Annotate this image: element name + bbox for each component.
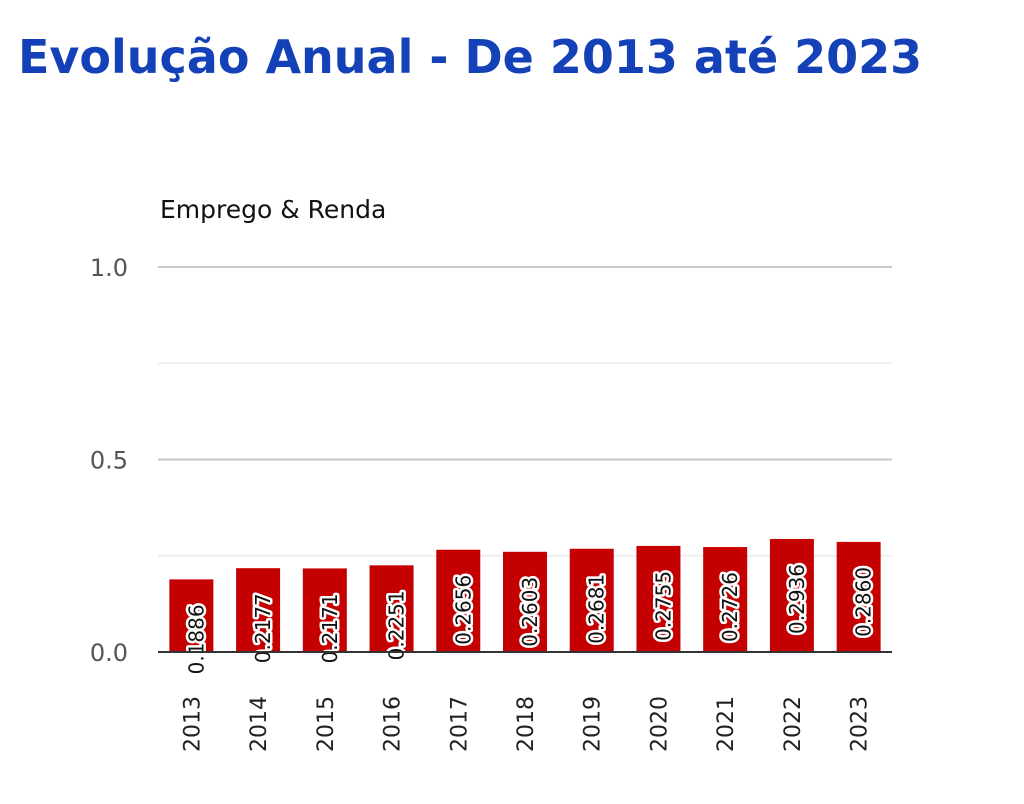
bar <box>236 568 281 652</box>
bar <box>769 538 814 652</box>
bars <box>169 538 881 652</box>
value-label: 0.2681 <box>585 574 609 644</box>
bar <box>436 549 481 652</box>
y-tick-label: 1.0 <box>90 254 128 282</box>
bar <box>836 541 881 652</box>
x-tick-label: 2017 <box>447 696 472 752</box>
x-tick-label: 2019 <box>581 696 606 752</box>
bar <box>369 565 414 652</box>
chart-title: Emprego & Renda <box>160 195 386 224</box>
bar <box>503 551 547 652</box>
x-tick-label: 2015 <box>314 696 339 752</box>
page-title: Evolução Anual - De 2013 até 2023 <box>18 30 923 84</box>
bar <box>636 545 681 652</box>
value-label: 0.2860 <box>852 567 876 637</box>
x-tick-label: 2013 <box>180 696 205 752</box>
bar <box>569 548 614 652</box>
x-tick-label: 2022 <box>781 696 806 752</box>
value-label: 0.1886 <box>184 604 208 674</box>
x-tick-label: 2021 <box>714 696 739 752</box>
bar <box>703 547 748 652</box>
y-tick-label: 0.0 <box>90 639 128 667</box>
value-label: 0.2603 <box>518 577 542 647</box>
y-tick-label: 0.5 <box>90 447 128 475</box>
x-tick-label: 2020 <box>647 696 672 752</box>
bar <box>169 579 214 652</box>
value-label: 0.2755 <box>651 571 675 641</box>
y-axis: 0.0 0.5 1.0 <box>90 254 128 667</box>
value-label: 0.2936 <box>785 564 809 634</box>
value-label: 0.2251 <box>385 590 409 660</box>
value-label: 0.2656 <box>451 575 475 645</box>
x-tick-label: 2023 <box>848 696 873 752</box>
x-tick-label: 2016 <box>381 696 406 752</box>
x-axis: 2013 2014 2015 2016 2017 2018 2019 2020 2021 2022… <box>158 651 892 752</box>
value-label: 0.2726 <box>718 572 742 642</box>
x-tick-label: 2018 <box>514 696 539 752</box>
grid-lines <box>158 266 892 557</box>
x-tick-label: 2014 <box>247 696 272 752</box>
bar <box>302 568 347 652</box>
